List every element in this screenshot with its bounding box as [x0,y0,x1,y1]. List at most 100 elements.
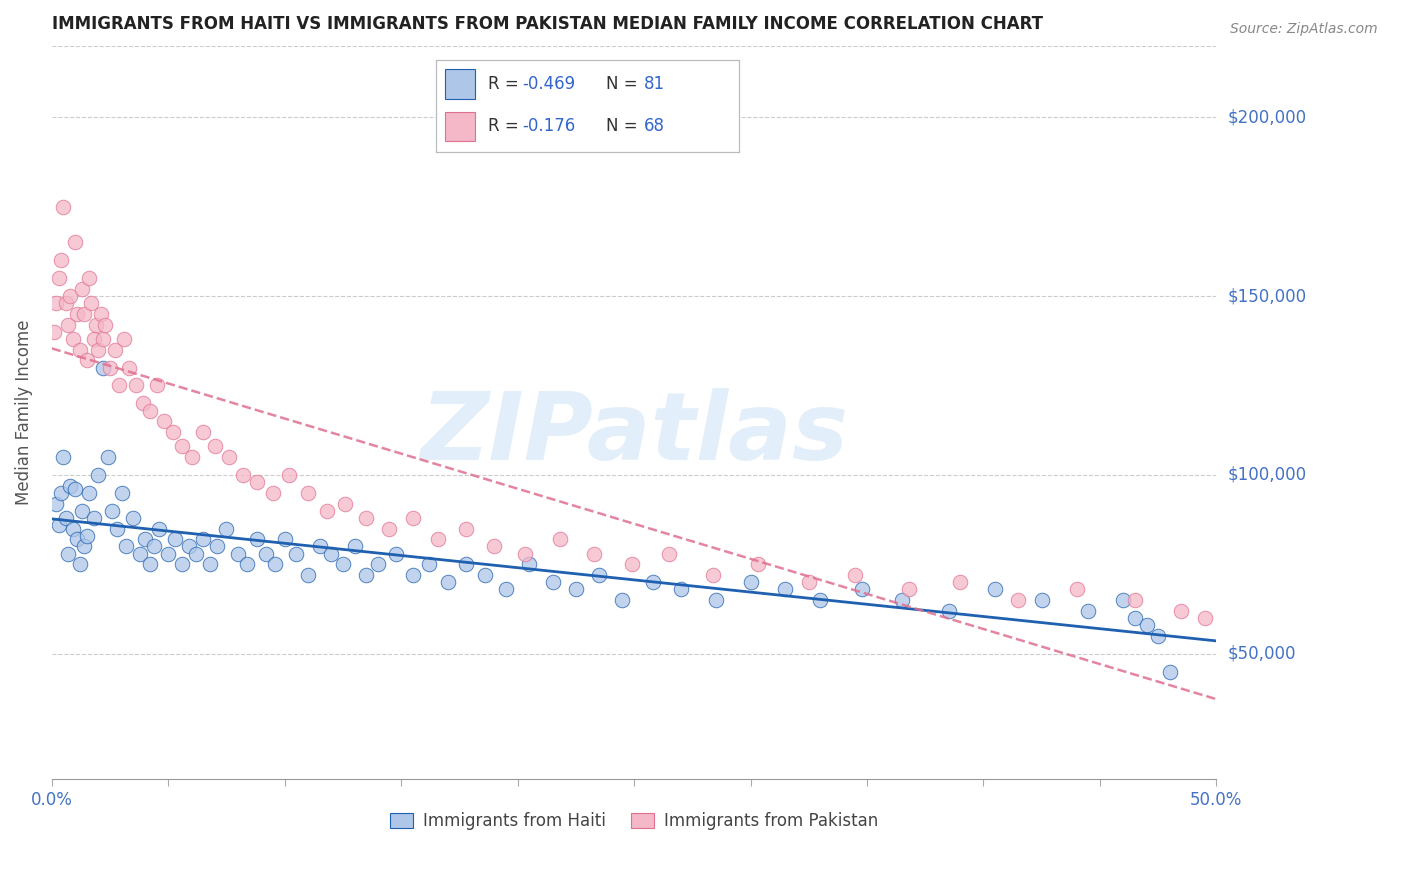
Point [588,568,610,582]
Point [236,558,259,572]
Point [117,360,139,375]
Point [70,282,93,296]
Point [70,503,93,517]
Point [124,378,146,392]
Point [851,582,873,597]
Point [42,325,65,339]
Point [704,593,727,607]
Point [94,318,117,332]
Point [204,439,226,453]
Point [669,582,692,597]
Text: $50,000: $50,000 [1227,645,1296,663]
Point [218,450,240,464]
Point [45,496,67,510]
Point [810,593,832,607]
Point [548,533,571,547]
Point [76,529,98,543]
Point [80,296,103,310]
Point [56,318,79,332]
Point [484,540,506,554]
Point [55,296,77,310]
Point [129,547,152,561]
Point [897,582,920,597]
Point [191,425,214,439]
Point [456,522,478,536]
Point [84,318,107,332]
Point [115,540,138,554]
Point [513,547,536,561]
Point [278,467,301,482]
Text: $100,000: $100,000 [1227,466,1306,483]
Point [63,235,86,250]
Point [456,558,478,572]
Point [1194,611,1216,625]
Point [246,533,269,547]
Point [66,307,89,321]
Point [56,547,79,561]
Point [747,558,769,572]
Text: ZIPatlas: ZIPatlas [420,388,848,480]
Point [1147,629,1170,643]
Point [172,439,194,453]
Point [1007,593,1029,607]
Point [297,485,319,500]
Point [332,558,354,572]
Point [104,343,127,357]
Point [658,547,681,561]
Point [77,485,100,500]
Point [134,533,156,547]
Point [165,533,187,547]
Point [1123,593,1146,607]
Point [157,547,180,561]
Point [52,200,75,214]
Point [98,360,121,375]
Point [273,533,295,547]
Point [297,568,319,582]
Point [162,425,184,439]
Point [122,511,145,525]
Point [73,540,96,554]
Point [495,582,517,597]
Point [427,533,450,547]
Point [198,558,221,572]
Point [378,522,401,536]
Point [91,360,114,375]
Point [45,296,67,310]
Point [191,533,214,547]
Point [87,343,110,357]
Point [111,485,134,500]
Point [890,593,912,607]
Point [55,511,77,525]
Point [148,522,170,536]
Point [48,518,70,533]
Point [83,511,105,525]
Point [49,253,72,268]
Point [367,558,389,572]
Point [62,522,84,536]
Point [62,332,84,346]
Point [59,289,82,303]
Point [385,547,408,561]
Point [308,540,330,554]
Point [131,396,153,410]
Point [179,540,201,554]
Point [1159,665,1181,679]
Text: Source: ZipAtlas.com: Source: ZipAtlas.com [1230,22,1378,37]
Point [172,558,194,572]
Point [108,378,131,392]
Point [63,482,86,496]
Point [90,307,112,321]
Point [418,558,440,572]
Point [354,511,377,525]
Point [226,547,249,561]
Point [844,568,866,582]
Point [152,414,174,428]
Point [264,558,287,572]
Point [612,593,634,607]
Point [52,450,75,464]
Point [285,547,308,561]
Point [101,503,124,517]
Point [1031,593,1053,607]
Point [565,582,588,597]
Point [402,568,425,582]
